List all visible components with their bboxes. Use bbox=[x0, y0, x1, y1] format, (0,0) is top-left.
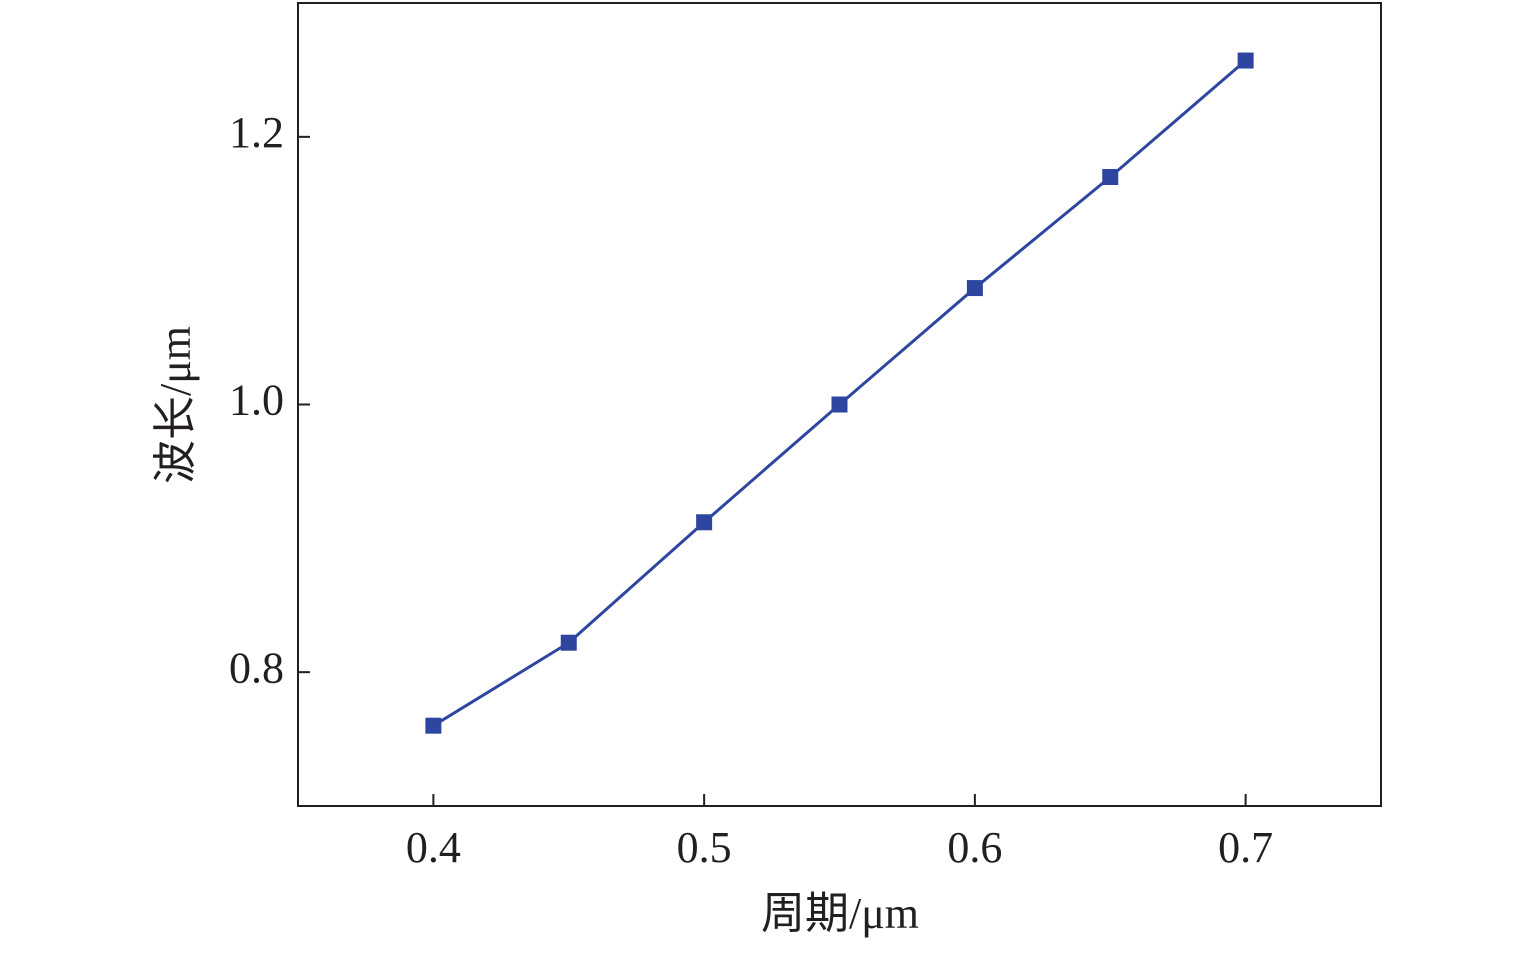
x-tick-label: 0.6 bbox=[947, 823, 1002, 872]
line bbox=[432, 59, 1247, 727]
marker bbox=[696, 514, 713, 531]
marker bbox=[1102, 168, 1119, 185]
y-tick-label: 0.8 bbox=[229, 643, 284, 692]
x-axis-label: 周期/μm bbox=[761, 889, 919, 938]
x-tick-label: 0.4 bbox=[406, 823, 461, 872]
x-tick-label: 0.5 bbox=[677, 823, 732, 872]
y-tick-label: 1.0 bbox=[229, 376, 284, 425]
marker bbox=[831, 396, 848, 413]
marker bbox=[1237, 52, 1254, 69]
marker bbox=[966, 280, 983, 297]
marker bbox=[425, 717, 442, 734]
y-tick-label: 1.2 bbox=[229, 108, 284, 157]
x-tick-label: 0.7 bbox=[1218, 823, 1273, 872]
y-axis-label: 波长/μm bbox=[151, 326, 200, 484]
marker bbox=[560, 634, 577, 651]
